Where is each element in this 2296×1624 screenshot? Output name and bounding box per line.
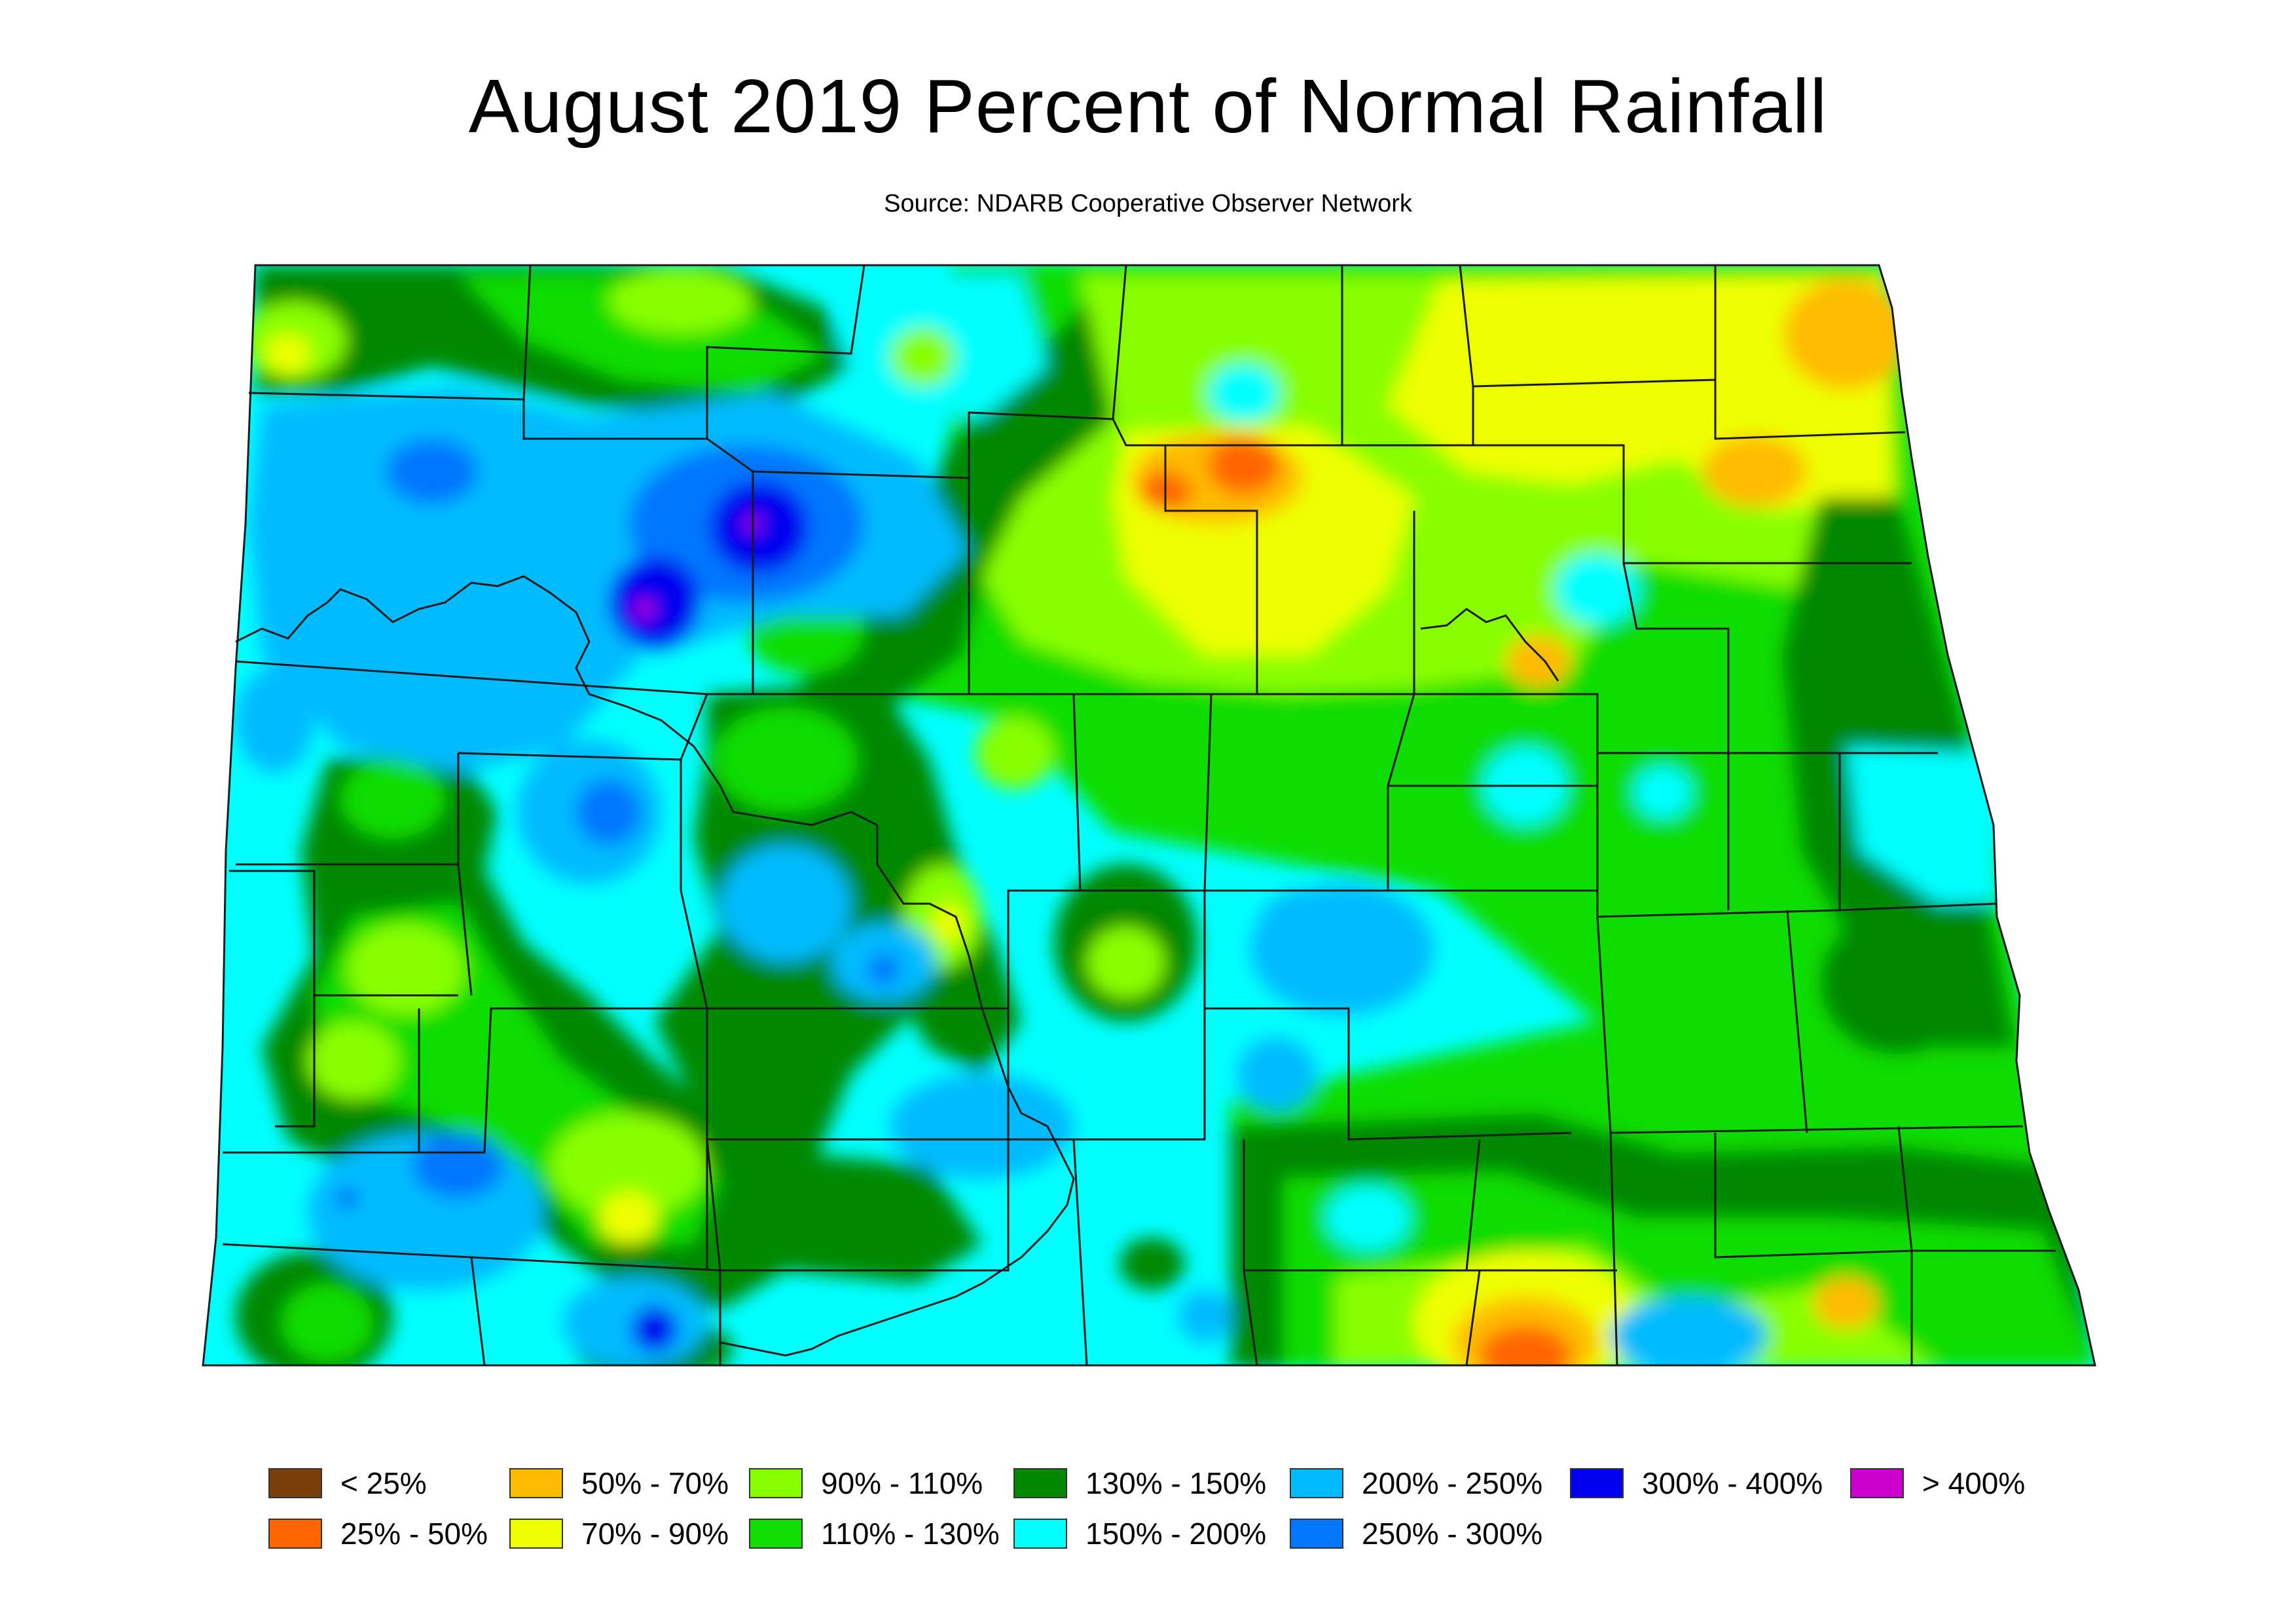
contour-ec-200-250 bbox=[1257, 891, 1349, 969]
contour-central2-90-110 bbox=[975, 717, 1054, 789]
contour-c-200-250 bbox=[720, 845, 851, 963]
contour-n-300-400 bbox=[609, 557, 701, 648]
contour-c2-250-300 bbox=[867, 953, 900, 986]
contour-wc2-90-110 bbox=[550, 1113, 707, 1218]
contour-central-50-70 bbox=[1506, 635, 1571, 688]
contour-sc-200-250 bbox=[1237, 1038, 1316, 1110]
contour-e2-cyan bbox=[1633, 766, 1692, 819]
rainfall-contours bbox=[203, 265, 2095, 1365]
map-source: Source: NDARB Cooperative Observer Netwo… bbox=[884, 190, 1412, 217]
contour-n-cyan bbox=[1208, 363, 1280, 422]
contour-wc3-90-110 bbox=[308, 1022, 399, 1100]
contour-ne-50-70 bbox=[1784, 278, 1908, 390]
contour-se-cyan bbox=[1326, 1185, 1411, 1251]
contour-ne-cyan bbox=[1555, 553, 1640, 625]
contour-n-gt400 bbox=[636, 601, 654, 617]
contour-sc-200-250-2 bbox=[1178, 1290, 1231, 1342]
contour-se-green-spot bbox=[1087, 927, 1165, 999]
contour-ne2-50-70 bbox=[1702, 435, 1807, 507]
contour-sw-300-400 bbox=[337, 1190, 357, 1206]
contour-nw3-90-110 bbox=[890, 327, 956, 386]
contour-wc-250-300 bbox=[576, 779, 642, 845]
contour-c-200-250-3 bbox=[890, 1074, 1074, 1179]
map-title: August 2019 Percent of Normal Rainfall bbox=[468, 64, 1828, 149]
contour-se-dark bbox=[1820, 910, 1977, 1054]
contour-wc4 bbox=[340, 760, 445, 838]
contour-east-border-cyan bbox=[1846, 747, 1997, 904]
contour-nw-70-90 bbox=[265, 334, 311, 373]
contour-nw-200-250 bbox=[249, 386, 655, 773]
contour-north-25-50 bbox=[1208, 435, 1280, 494]
contour-south-130-150 bbox=[1120, 1238, 1185, 1290]
contour-n2-300-400 bbox=[710, 481, 809, 573]
missouri-river bbox=[235, 575, 1559, 1357]
contour-central-70-90 bbox=[933, 904, 966, 943]
contour-s-300-400 bbox=[632, 1306, 678, 1352]
contour-central-110-130 bbox=[714, 707, 858, 812]
contour-se-east-50-70 bbox=[1813, 1277, 1879, 1329]
contour-se2-cyan bbox=[1611, 1297, 1768, 1365]
contour-w-200-250 bbox=[236, 668, 314, 773]
contour-sw-110-130 bbox=[282, 1283, 373, 1362]
county-boundaries bbox=[202, 264, 2096, 1367]
contour-wc-70-90 bbox=[599, 1192, 658, 1244]
contour-se-25-50 bbox=[1480, 1326, 1571, 1365]
contour-nw2-90-110 bbox=[609, 268, 753, 334]
contour-wc-90-110 bbox=[347, 923, 465, 1015]
contour-nw-250-300 bbox=[386, 439, 478, 504]
contour-sw-250-300 bbox=[412, 1133, 504, 1198]
